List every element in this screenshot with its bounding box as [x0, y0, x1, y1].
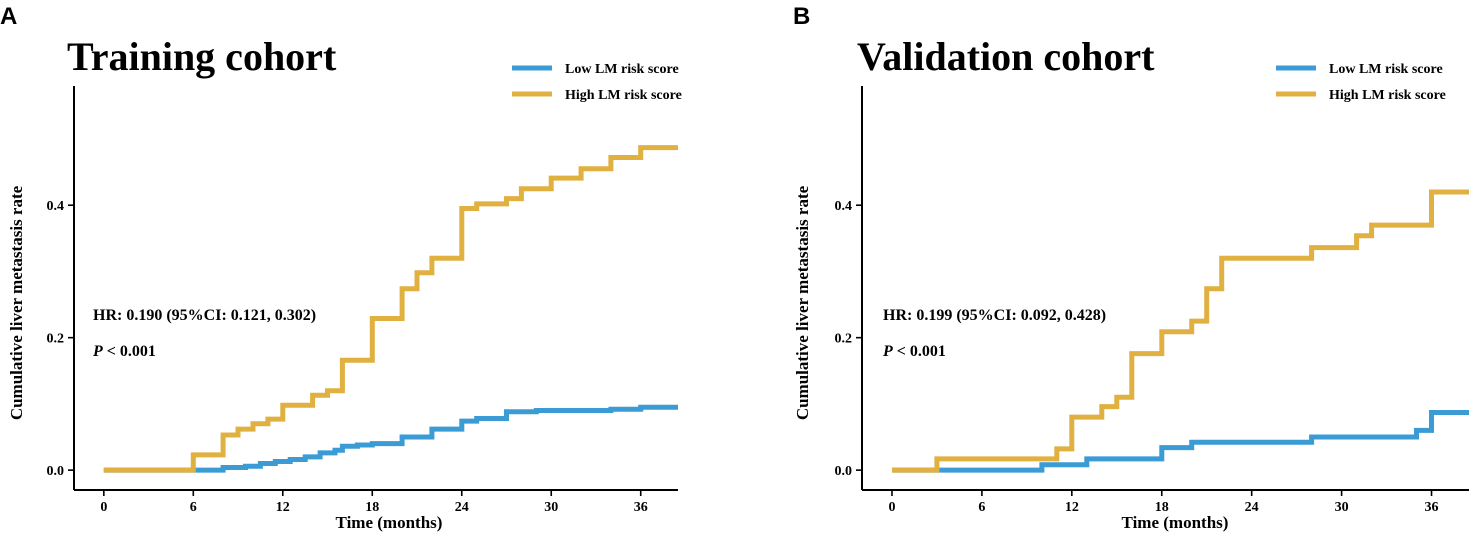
legend-training: Low LM risk score High LM risk score [512, 62, 682, 103]
p-value: < 0.001 [103, 343, 156, 360]
series-line-low-risk [892, 410, 1469, 473]
legend-label-high: High LM risk score [565, 88, 682, 103]
hazard-ratio-annotation-validation: HR: 0.199 (95%CI: 0.092, 0.428) [883, 307, 1106, 324]
p-value-annotation-training: P < 0.001 [92, 343, 156, 360]
x-tick-label: 12 [276, 500, 290, 515]
x-tick-label: 0 [100, 500, 107, 515]
x-tick-label: 24 [455, 500, 469, 515]
y-tick-label: 0.4 [47, 199, 65, 214]
panel-validation-cohort: B Validation cohort Low LM risk score Hi… [793, 3, 1469, 532]
plot-area-validation: 0 6 12 18 24 30 36 0.0 0.2 0.4 [835, 86, 1469, 515]
legend-label-high: High LM risk score [1329, 88, 1446, 103]
legend-label-low: Low LM risk score [565, 62, 679, 77]
series-line-low-risk [103, 404, 678, 473]
x-tick-label: 18 [365, 500, 379, 515]
p-symbol: P [882, 343, 893, 360]
x-axis-label-training: Time (months) [336, 513, 443, 532]
x-tick-label: 6 [190, 500, 197, 515]
x-tick-label: 6 [978, 500, 985, 515]
chart-title-training: Training cohort [67, 34, 337, 79]
y-axis-label-validation: Cumulative liver metastasis rate [793, 185, 812, 420]
y-tick-label: 0.2 [835, 332, 853, 347]
hazard-ratio-annotation-training: HR: 0.190 (95%CI: 0.121, 0.302) [93, 307, 316, 324]
p-value: < 0.001 [893, 343, 946, 360]
x-tick-label: 30 [544, 500, 558, 515]
series-line-high-risk [103, 145, 678, 473]
legend-validation: Low LM risk score High LM risk score [1276, 62, 1446, 103]
y-axis-label-training: Cumulative liver metastasis rate [7, 185, 26, 420]
x-tick-label: 36 [634, 500, 648, 515]
p-symbol: P [92, 343, 103, 360]
y-tick-label: 0.2 [47, 332, 65, 347]
p-value-annotation-validation: P < 0.001 [882, 343, 946, 360]
y-tick-label: 0.0 [47, 464, 65, 479]
x-tick-label: 12 [1065, 500, 1079, 515]
panel-training-cohort: A Training cohort Low LM risk score High… [0, 3, 682, 532]
panel-letter-b: B [793, 3, 810, 30]
panel-letter-a: A [0, 3, 17, 30]
chart-title-validation: Validation cohort [857, 34, 1155, 79]
x-tick-label: 36 [1425, 500, 1439, 515]
x-tick-label: 30 [1335, 500, 1349, 515]
x-tick-label: 24 [1245, 500, 1259, 515]
x-tick-label: 0 [888, 500, 895, 515]
series-line-high-risk [892, 189, 1469, 473]
plot-area-training: 0 6 12 18 24 30 36 0.0 0.2 0.4 [47, 86, 678, 515]
y-tick-label: 0.4 [835, 199, 853, 214]
y-tick-label: 0.0 [835, 464, 853, 479]
x-tick-label: 18 [1155, 500, 1169, 515]
x-axis-label-validation: Time (months) [1122, 513, 1229, 532]
legend-label-low: Low LM risk score [1329, 62, 1443, 77]
